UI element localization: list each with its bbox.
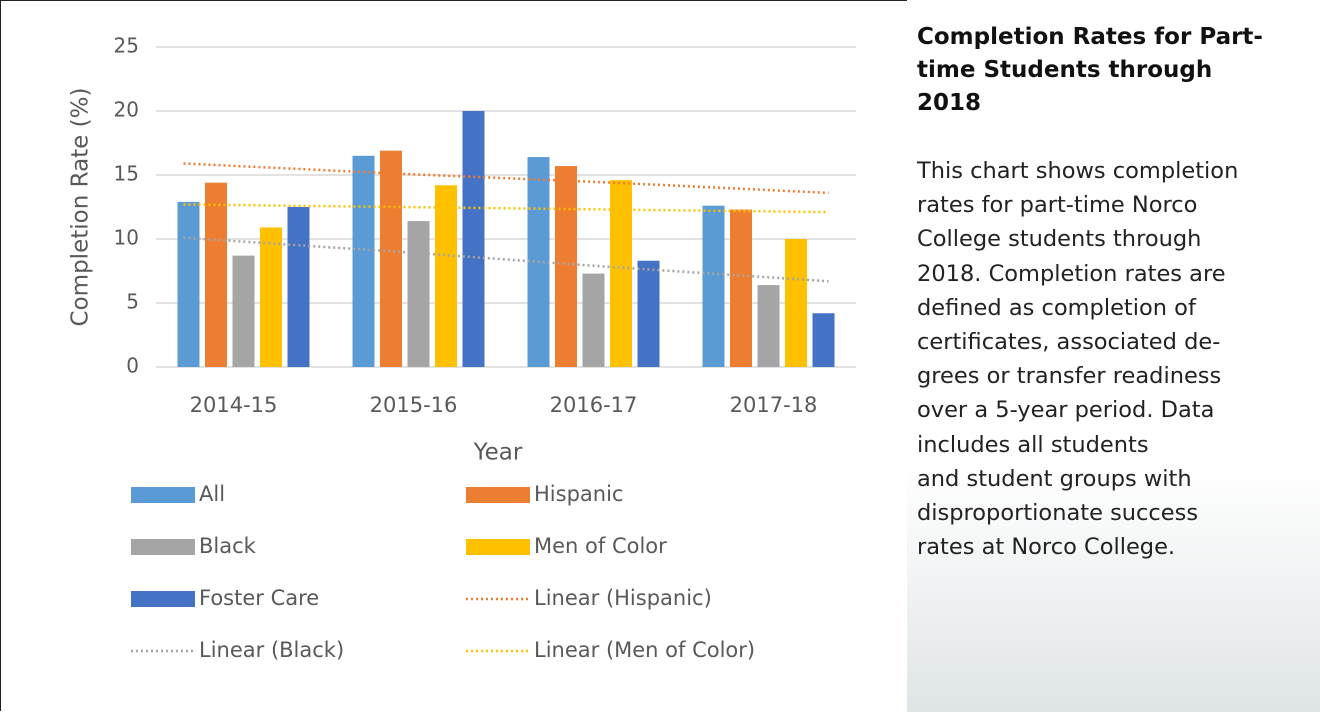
- bar: [730, 210, 752, 367]
- x-tick-label: 2014-15: [190, 393, 278, 417]
- legend-label: Linear (Men of Color): [534, 638, 755, 662]
- panel-text: College students through: [917, 226, 1201, 252]
- x-tick-label: 2017-18: [730, 393, 818, 417]
- bar: [205, 183, 227, 367]
- bar: [288, 207, 310, 367]
- panel-text: rates at Norco College.: [917, 534, 1175, 560]
- bar: [555, 166, 577, 367]
- panel-text: includes all students: [917, 432, 1149, 458]
- legend-swatch: [466, 539, 530, 555]
- panel-text: 2018. Completion rates are: [917, 261, 1226, 287]
- legend-label: Hispanic: [534, 482, 623, 506]
- legend-label: Men of Color: [534, 534, 667, 558]
- text-panel: Completion Rates for Part-time Students …: [907, 0, 1320, 712]
- bar: [813, 313, 835, 367]
- panel-text: defined as completion of: [917, 295, 1196, 321]
- panel-title: Completion Rates for Part-: [917, 24, 1263, 50]
- bar: [260, 227, 282, 367]
- bar: [638, 261, 660, 367]
- panel-title: 2018: [917, 90, 981, 116]
- bar: [610, 180, 632, 367]
- y-tick-label: 10: [114, 226, 139, 250]
- bar: [233, 256, 255, 367]
- legend-swatch: [131, 487, 195, 503]
- panel-text: grees or transfer readiness: [917, 363, 1221, 389]
- bar: [178, 202, 200, 367]
- legend-label: Linear (Hispanic): [534, 586, 712, 610]
- legend-label: Black: [199, 534, 257, 558]
- bar: [435, 185, 457, 367]
- page: Year Completion Rate (%) 0 5 10 15 20 25 2014-…: [0, 0, 1320, 712]
- legend-label: All: [199, 482, 225, 506]
- panel-text: disproportionate success: [917, 500, 1198, 526]
- x-tick-label: 2016-17: [550, 393, 638, 417]
- legend-label: Foster Care: [199, 586, 319, 610]
- bar: [353, 156, 375, 367]
- panel-text: rates for part-time Norco: [917, 192, 1197, 218]
- panel-text: This chart shows completion: [917, 158, 1238, 184]
- bar: [758, 285, 780, 367]
- y-tick-label: 20: [114, 98, 139, 122]
- bar: [463, 111, 485, 367]
- y-tick-label: 5: [126, 290, 139, 314]
- bar: [703, 206, 725, 367]
- legend-swatch: [466, 487, 530, 503]
- y-axis-title: Completion Rate (%): [68, 88, 94, 327]
- y-tick-label: 25: [114, 34, 139, 58]
- y-tick-label: 15: [114, 162, 139, 186]
- x-tick-label: 2015-16: [370, 393, 458, 417]
- bar: [408, 221, 430, 367]
- panel-title: time Students through: [917, 57, 1212, 83]
- bar: [583, 274, 605, 367]
- legend-label: Linear (Black): [199, 638, 344, 662]
- panel-text: and student groups with: [917, 466, 1192, 492]
- bar: [785, 239, 807, 367]
- chart-frame: Year Completion Rate (%) 0 5 10 15 20 25 2014-…: [0, 0, 908, 711]
- legend-swatch: [131, 539, 195, 555]
- y-tick-label: 0: [126, 354, 139, 378]
- trend-line: [184, 163, 829, 192]
- legend-swatch: [131, 591, 195, 607]
- panel-text: certificates, associated de-: [917, 329, 1220, 355]
- x-axis-title: Year: [473, 440, 523, 466]
- panel-text: over a 5-year period. Data: [917, 397, 1214, 423]
- bar: [380, 151, 402, 367]
- chart: Year Completion Rate (%) 0 5 10 15 20 25 2014-…: [1, 1, 907, 713]
